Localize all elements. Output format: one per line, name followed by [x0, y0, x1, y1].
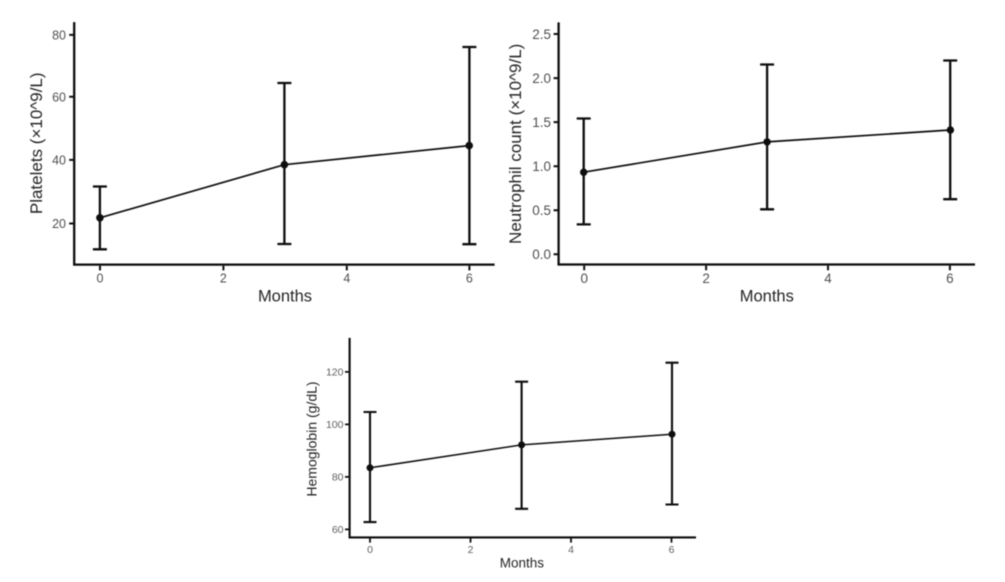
svg-text:20: 20 [52, 217, 66, 231]
svg-text:40: 40 [52, 153, 66, 167]
svg-text:Months: Months [740, 288, 794, 306]
svg-text:Hemoglobin (g/dL): Hemoglobin (g/dL) [304, 381, 320, 496]
svg-text:2.0: 2.0 [532, 71, 551, 86]
svg-text:4: 4 [343, 271, 350, 285]
svg-text:1.0: 1.0 [532, 159, 551, 174]
svg-text:2: 2 [468, 544, 474, 556]
svg-text:4: 4 [824, 271, 832, 286]
svg-text:60: 60 [332, 524, 344, 536]
svg-text:0.0: 0.0 [532, 247, 551, 262]
svg-text:Months: Months [258, 287, 312, 305]
svg-text:6: 6 [466, 271, 473, 285]
svg-text:0.5: 0.5 [532, 203, 551, 218]
svg-text:0: 0 [97, 271, 104, 285]
svg-text:2: 2 [702, 271, 710, 286]
svg-text:4: 4 [568, 544, 574, 556]
svg-text:0: 0 [367, 544, 373, 556]
svg-text:60: 60 [52, 90, 66, 104]
svg-text:80: 80 [52, 28, 66, 42]
svg-text:Months: Months [500, 556, 545, 571]
svg-text:2.5: 2.5 [532, 27, 551, 42]
svg-text:Platelets (×10^9/L): Platelets (×10^9/L) [27, 72, 46, 214]
svg-text:2: 2 [220, 271, 227, 285]
svg-text:100: 100 [326, 419, 344, 431]
svg-text:Neutrophil count (×10^9/L): Neutrophil count (×10^9/L) [506, 44, 525, 244]
svg-text:0: 0 [580, 271, 588, 286]
svg-text:120: 120 [326, 367, 344, 379]
svg-text:6: 6 [669, 544, 675, 556]
svg-text:80: 80 [332, 472, 344, 484]
svg-text:6: 6 [946, 271, 954, 286]
svg-text:1.5: 1.5 [532, 115, 551, 130]
